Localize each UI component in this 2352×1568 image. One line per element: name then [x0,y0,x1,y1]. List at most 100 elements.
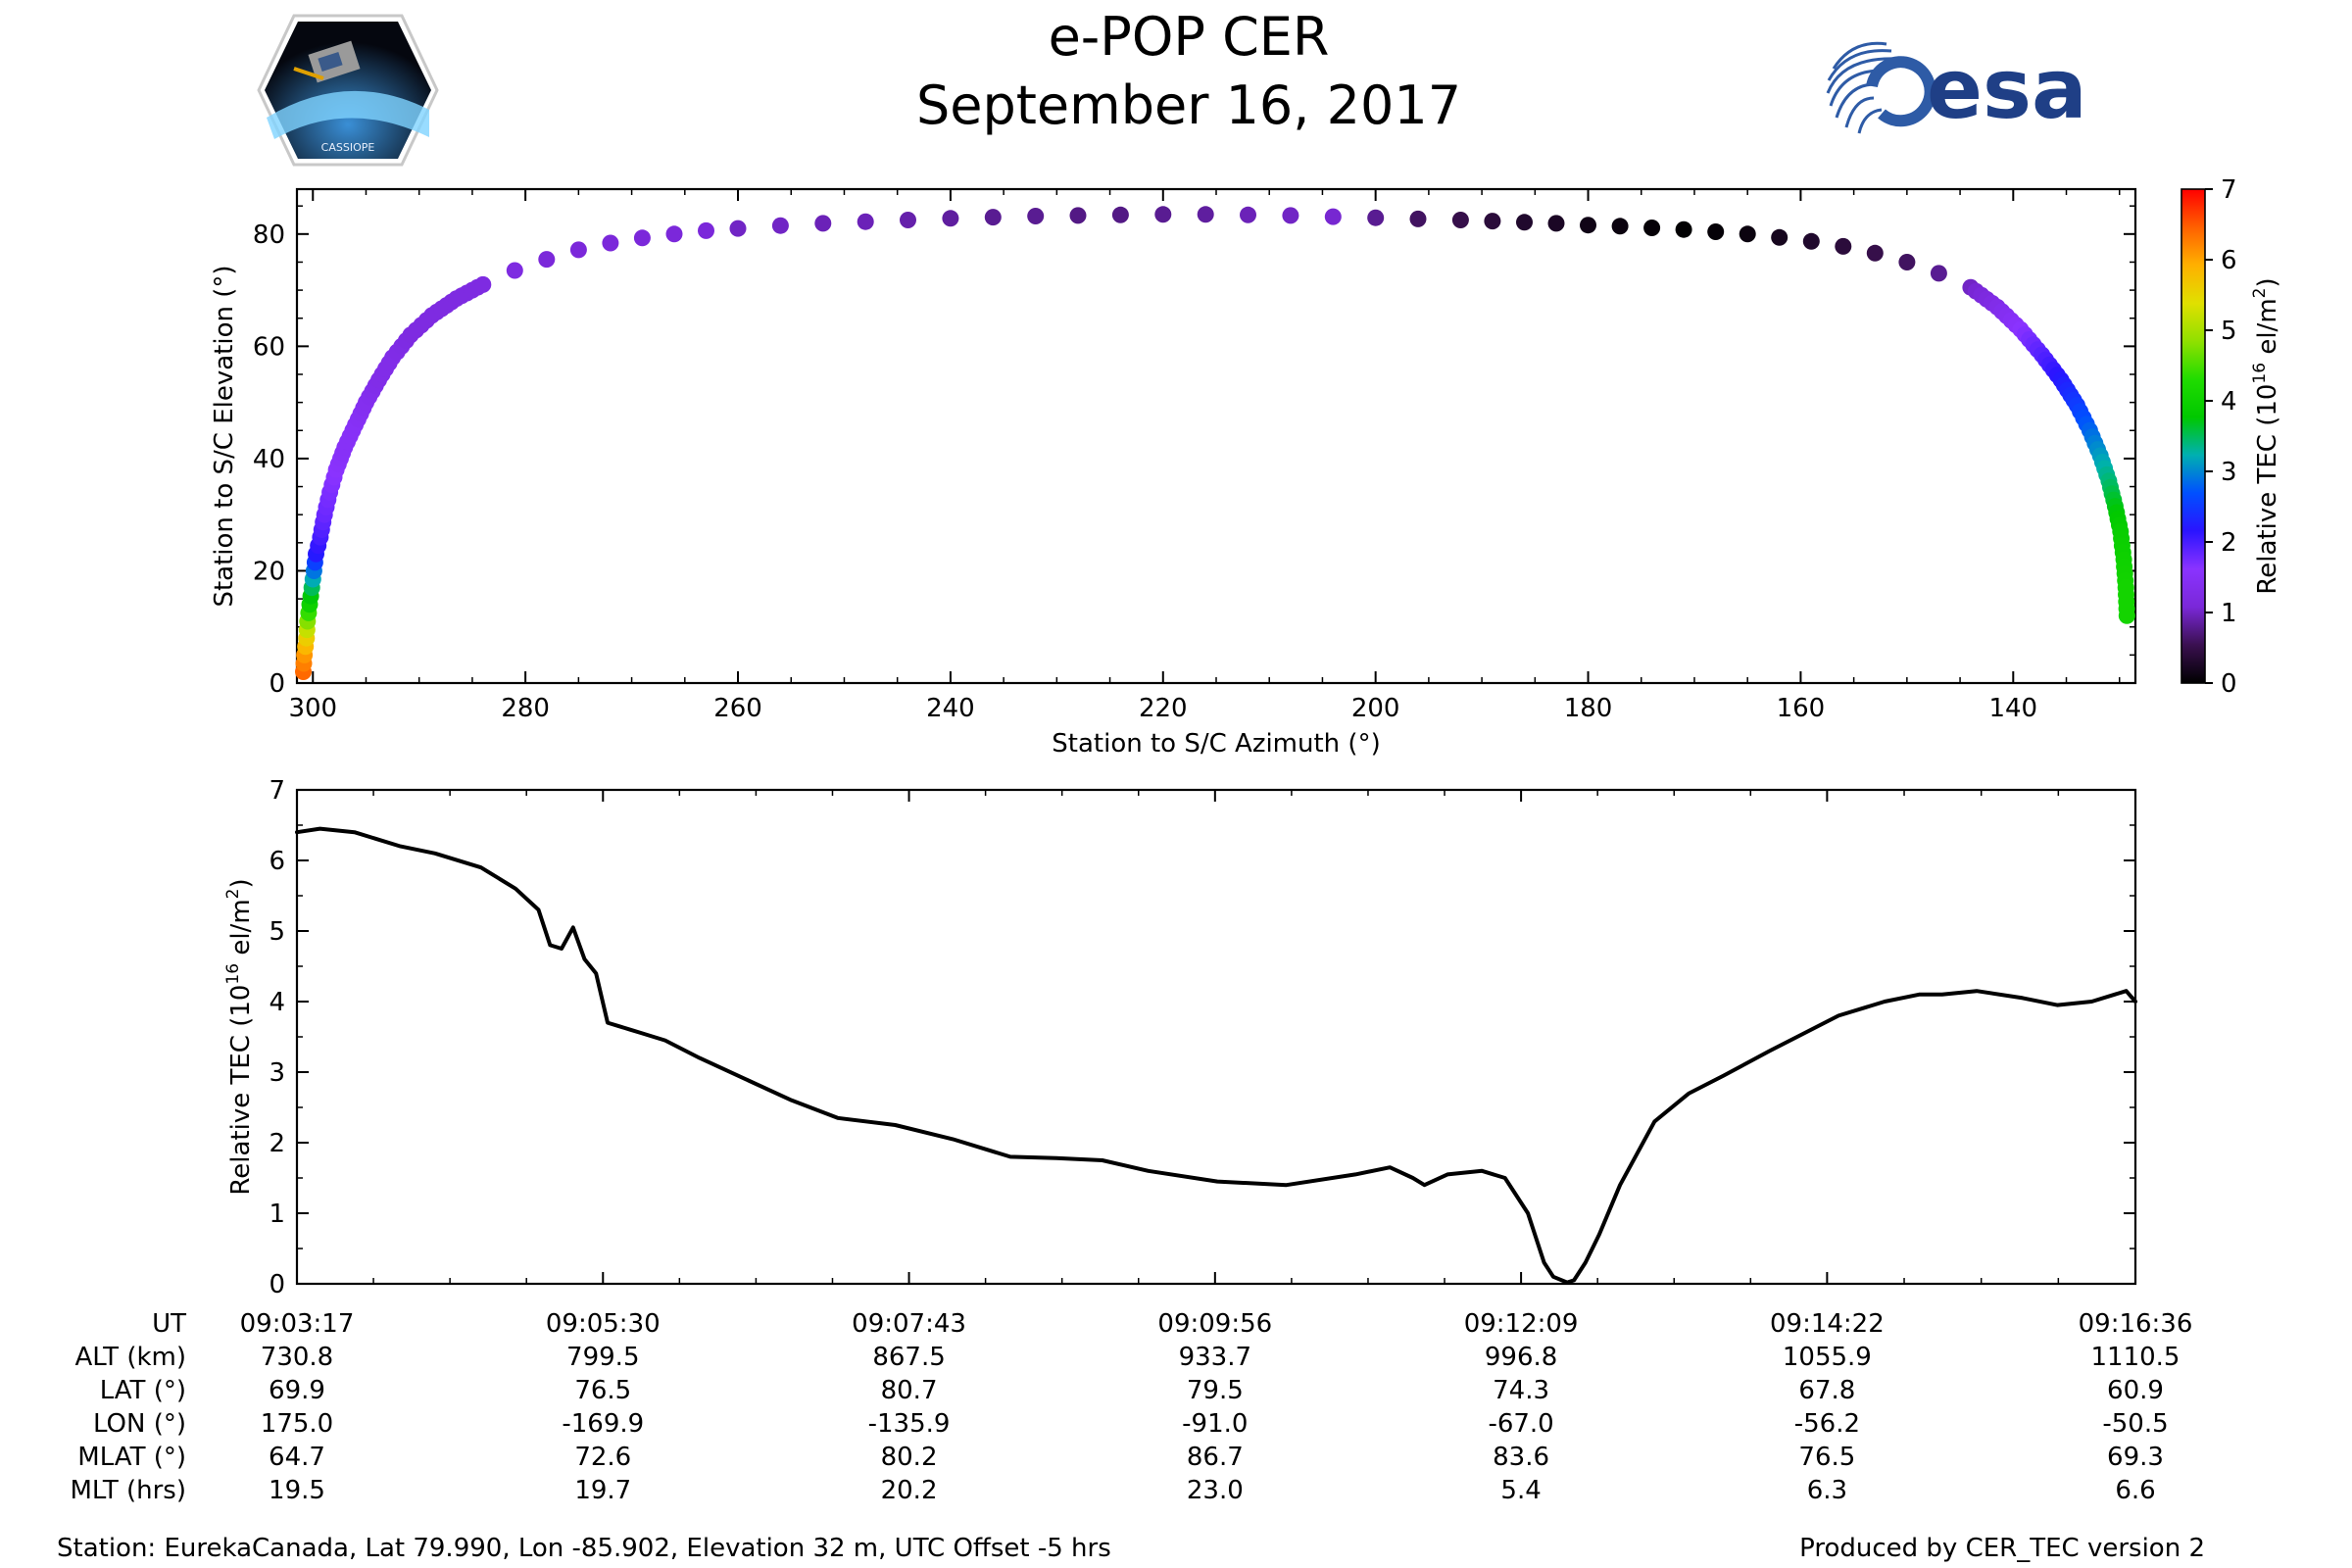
scatter-point [857,213,874,230]
bottom-y-label-sq: 2 [223,889,243,900]
top-x-tick-label: 180 [1564,694,1613,723]
scatter-point [1707,223,1725,240]
scatter-point [1898,254,1916,270]
top-x-tick-label: 220 [1139,694,1188,723]
scatter-point [1835,237,1852,255]
cassiope-logo-text: CASSIOPE [321,141,375,154]
scatter-point [665,225,683,243]
table-cell: 64.7 [269,1443,325,1472]
scatter-point [1197,206,1214,223]
scatter-point [602,234,619,252]
top-axis-ticks: 300 280 260 240 220 200 180 160 140 0 20 40 60 80 [253,189,2135,723]
scatter-point [506,262,523,279]
tec-series-line [295,826,2137,1285]
colorbar-ticks: 0 1 2 3 4 5 6 7 [2205,175,2237,699]
scatter-point [1675,220,1692,238]
table-cell: 83.6 [1493,1443,1549,1472]
bottom-y-tick-label: 7 [269,776,285,806]
scatter-point [1282,207,1299,224]
scatter-point [1409,210,1427,227]
table-cell: 175.0 [261,1409,333,1439]
table-cell: 19.7 [574,1476,631,1505]
top-y-tick-label: 20 [253,557,285,586]
top-x-tick-label: 260 [713,694,762,723]
producer-info: Produced by CER_TEC version 2 [1799,1534,2205,1563]
esa-logo-text: esa [1927,41,2087,137]
bottom-y-label-exp: 16 [223,963,243,985]
colorbar-label-sq: 2 [2250,288,2270,299]
table-cell: 60.9 [2107,1376,2164,1405]
bottom-axis-ticks: 0 1 2 3 4 5 6 7 [269,776,2136,1299]
top-x-tick-label: 240 [926,694,975,723]
table-cell: 80.2 [881,1443,938,1472]
table-row-label: MLT (hrs) [71,1476,187,1505]
table-cell: -67.0 [1488,1409,1553,1439]
table-cell: 867.5 [872,1343,945,1372]
table-cell: 09:09:56 [1157,1309,1272,1339]
scatter-point [2118,607,2135,624]
scatter-point [1111,206,1129,223]
scatter-point [1069,207,1087,224]
table-cell: 1110.5 [2091,1343,2180,1372]
scatter-point [1930,265,1947,282]
bottom-y-tick-label: 4 [269,988,285,1017]
table-cell: 09:16:36 [2079,1309,2193,1339]
scatter-point [1516,214,1533,231]
scatter-point [1324,208,1342,225]
bottom-y-label-end: ) [226,878,256,888]
table-cell: -91.0 [1182,1409,1248,1439]
scatter-point [1739,225,1756,243]
scatter-point [771,217,789,234]
bottom-y-tick-label: 0 [269,1270,285,1299]
bottom-plot-frame [295,788,2137,1286]
scatter-point [1451,212,1469,228]
scatter-point [633,229,651,247]
top-plot-frame [295,187,2137,685]
page-title: e-POP CER [1049,6,1330,68]
station-info: Station: EurekaCanada, Lat 79.990, Lon -… [57,1534,1111,1563]
scatter-point [538,251,556,269]
colorbar-tick-label: 3 [2221,458,2237,487]
page-subtitle: September 16, 2017 [916,74,1461,136]
top-x-tick-label: 300 [288,694,337,723]
top-x-tick-label: 280 [501,694,550,723]
top-x-tick-label: 160 [1777,694,1826,723]
table-cell: 09:12:09 [1464,1309,1579,1339]
table-cell: 09:14:22 [1770,1309,1885,1339]
colorbar-tick-label: 0 [2221,669,2237,699]
table-cell: 86.7 [1187,1443,1244,1472]
table-cell: -169.9 [562,1409,644,1439]
scatter-point [1802,232,1820,250]
scatter-point [1611,218,1629,235]
scatter-point [814,215,832,232]
scatter-point [569,241,587,259]
bottom-y-axis-label: Relative TEC (1016 el/m2) [223,878,256,1195]
cassiope-logo: CASSIOPE [257,14,439,167]
colorbar-gradient [2180,188,2206,684]
table-cell: 23.0 [1187,1476,1244,1505]
colorbar-tick-label: 7 [2221,175,2237,205]
table-cell: 6.6 [2115,1476,2155,1505]
scatter-point [1771,228,1788,246]
scatter-point [984,209,1002,226]
bottom-y-label-suffix: el/m [226,899,256,963]
table-cell: 19.5 [269,1476,325,1505]
bottom-y-tick-label: 2 [269,1129,285,1158]
scatter-point [1240,206,1256,223]
table-cell: -135.9 [868,1409,951,1439]
table-cell: 09:03:17 [240,1309,355,1339]
top-y-tick-label: 40 [253,445,285,474]
bottom-y-label-prefix: Relative TEC (10 [226,985,256,1196]
table-cell: 72.6 [574,1443,631,1472]
table-cell: 20.2 [881,1476,938,1505]
scatter-point [1580,217,1596,234]
bottom-y-tick-label: 3 [269,1058,285,1088]
bottom-y-tick-label: 6 [269,847,285,876]
table-cell: 730.8 [261,1343,333,1372]
table-cell: 933.7 [1179,1343,1251,1372]
table-row-label: UT [152,1309,186,1339]
bottom-y-tick-label: 1 [269,1200,285,1229]
scatter-point [1154,206,1172,223]
